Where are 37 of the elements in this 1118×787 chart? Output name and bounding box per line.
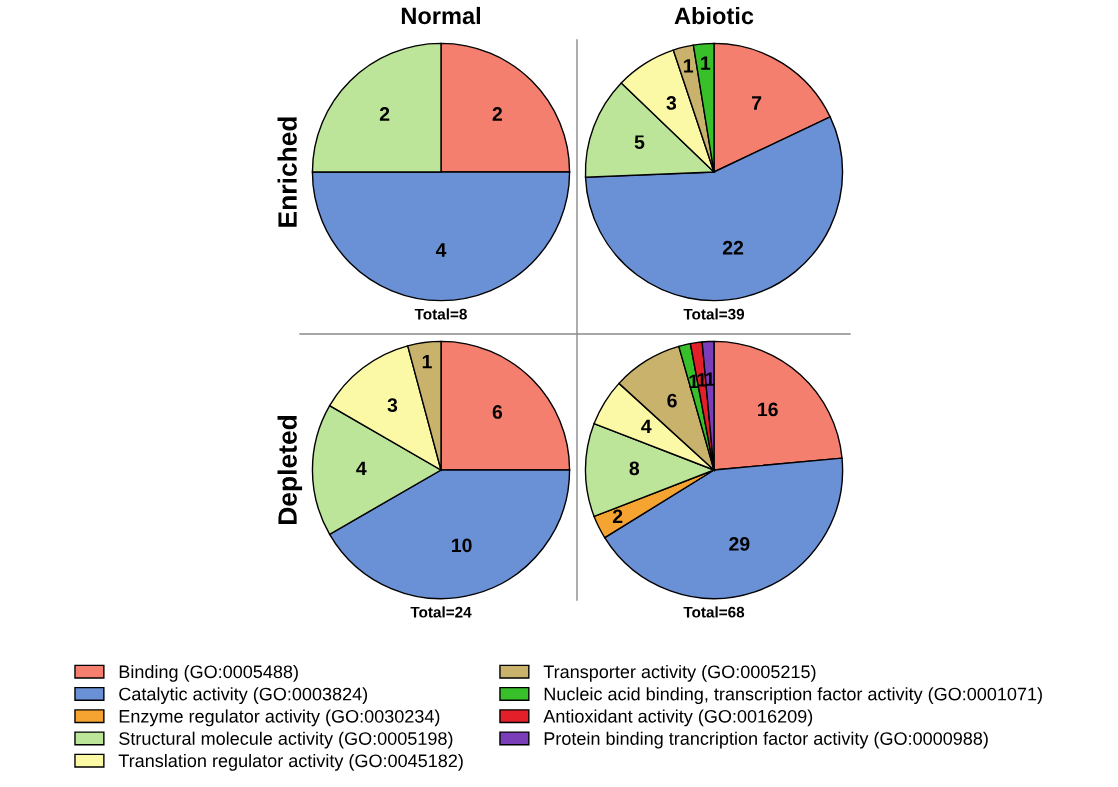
chart-title: Normal bbox=[401, 6, 480, 25]
text: Total=24 bbox=[410, 606, 472, 618]
data-label: 2 bbox=[492, 107, 502, 121]
legend-label: Protein binding trancription factor activity (GO:0000988) bbox=[544, 731, 988, 749]
data-label: 6 bbox=[667, 393, 677, 408]
text: Depleted bbox=[277, 416, 303, 524]
data-label: 4 bbox=[435, 243, 447, 257]
data-label: 4 bbox=[356, 461, 367, 476]
data-label: 8 bbox=[629, 461, 640, 476]
data-label: 1 bbox=[684, 59, 694, 73]
data-label: 29 bbox=[729, 537, 750, 551]
legend-label: Transporter activity (GO:0005215) bbox=[543, 664, 816, 682]
text: Total=68 bbox=[683, 606, 745, 618]
legend-label: Binding (GO:0005488) bbox=[119, 664, 298, 682]
text: Total=8 bbox=[414, 308, 467, 320]
data-label: 1 bbox=[701, 56, 711, 70]
legend-label: Nucleic acid binding, transcription factor activity (GO:0001071) bbox=[544, 687, 1042, 705]
legend-label: Translation regulator activity (GO:0045182) bbox=[118, 753, 463, 771]
legend-label: Enzyme regulator activity (GO:0030234) bbox=[119, 709, 440, 727]
data-label: 4 bbox=[641, 419, 652, 434]
text: Total=39 bbox=[683, 308, 745, 320]
data-label: 5 bbox=[634, 135, 645, 149]
data-label: 16 bbox=[758, 402, 778, 417]
data-label: 6 bbox=[492, 405, 503, 419]
data-label: 2 bbox=[379, 107, 390, 121]
legend-label: Structural molecule activity (GO:0005198) bbox=[119, 731, 453, 749]
data-label: 3 bbox=[387, 398, 398, 413]
legend-label: Catalytic activity (GO:0003824) bbox=[119, 687, 368, 705]
data-label: 7 bbox=[752, 96, 762, 110]
data-label: 1 bbox=[422, 354, 432, 369]
data-label: 22 bbox=[722, 240, 744, 255]
chart-title: Abiotic bbox=[674, 6, 754, 25]
data-label: 3 bbox=[666, 96, 677, 110]
data-label: 10 bbox=[452, 538, 472, 553]
text: Enriched bbox=[277, 117, 297, 227]
legend-label: Antioxidant activity (GO:0016209) bbox=[543, 709, 813, 727]
data-label: 2 bbox=[612, 509, 623, 523]
